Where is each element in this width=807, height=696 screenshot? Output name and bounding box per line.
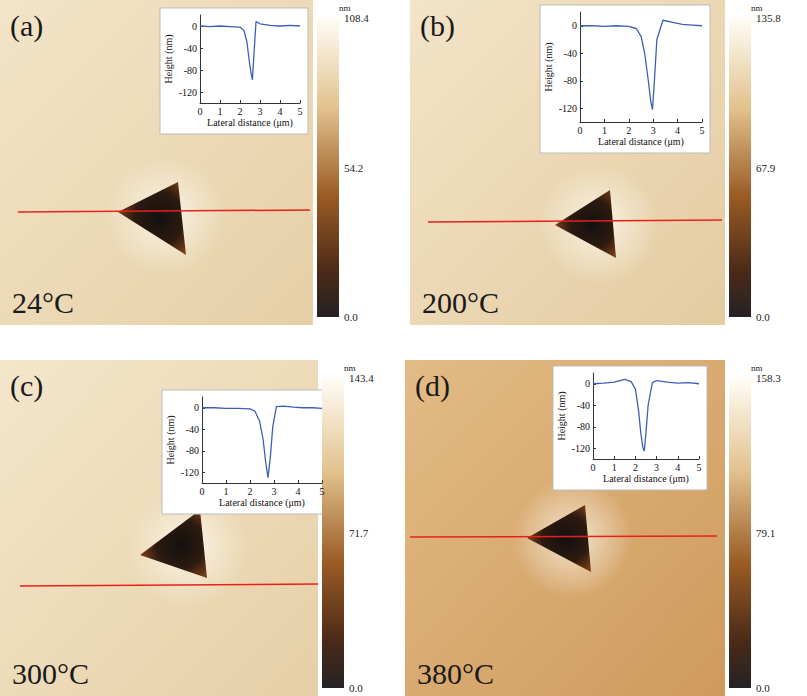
svg-text:4: 4 — [278, 106, 283, 117]
svg-text:(d): (d) — [415, 369, 450, 403]
svg-text:Lateral distance (μm): Lateral distance (μm) — [219, 497, 305, 509]
svg-text:24°C: 24°C — [12, 286, 74, 319]
svg-text:1: 1 — [612, 462, 617, 473]
svg-text:0: 0 — [194, 402, 199, 413]
svg-text:Height (nm): Height (nm) — [543, 42, 555, 91]
svg-text:nm: nm — [751, 363, 763, 374]
svg-text:2: 2 — [238, 106, 243, 117]
svg-text:3: 3 — [258, 106, 263, 117]
svg-text:0: 0 — [198, 106, 203, 117]
svg-text:-80: -80 — [577, 421, 590, 432]
svg-text:4: 4 — [296, 486, 301, 497]
svg-text:67.9: 67.9 — [756, 162, 776, 174]
svg-text:200°C: 200°C — [422, 286, 499, 319]
svg-text:0.0: 0.0 — [344, 311, 358, 323]
svg-text:0: 0 — [572, 20, 577, 31]
svg-text:71.7: 71.7 — [349, 527, 369, 539]
svg-text:0: 0 — [192, 21, 197, 32]
svg-text:0.0: 0.0 — [756, 311, 770, 323]
svg-text:380°C: 380°C — [417, 657, 494, 690]
svg-text:2: 2 — [626, 125, 631, 136]
svg-text:(c): (c) — [10, 369, 43, 403]
svg-text:(a): (a) — [10, 9, 43, 43]
svg-text:nm: nm — [339, 3, 351, 14]
svg-text:-120: -120 — [179, 87, 197, 98]
svg-text:5: 5 — [298, 106, 303, 117]
svg-text:300°C: 300°C — [12, 657, 89, 690]
svg-text:5: 5 — [700, 125, 705, 136]
svg-text:Height (nm): Height (nm) — [165, 415, 177, 464]
svg-text:5: 5 — [320, 486, 325, 497]
svg-text:108.4: 108.4 — [344, 12, 369, 24]
svg-text:-120: -120 — [181, 467, 199, 478]
svg-text:-40: -40 — [564, 48, 577, 59]
svg-text:158.3: 158.3 — [756, 372, 781, 384]
svg-text:-80: -80 — [186, 445, 199, 456]
svg-text:-40: -40 — [184, 43, 197, 54]
svg-text:(b): (b) — [420, 9, 455, 43]
svg-text:3: 3 — [651, 125, 656, 136]
svg-text:-40: -40 — [577, 400, 590, 411]
svg-text:3: 3 — [654, 462, 659, 473]
svg-text:-120: -120 — [559, 103, 577, 114]
svg-text:0: 0 — [585, 378, 590, 389]
svg-text:5: 5 — [697, 462, 702, 473]
svg-text:Lateral distance (μm): Lateral distance (μm) — [207, 117, 293, 129]
svg-text:Height (nm): Height (nm) — [556, 391, 568, 440]
svg-text:nm: nm — [344, 363, 356, 374]
svg-text:143.4: 143.4 — [349, 372, 374, 384]
svg-text:-80: -80 — [184, 65, 197, 76]
svg-text:0: 0 — [200, 486, 205, 497]
svg-text:Lateral distance (μm): Lateral distance (μm) — [603, 473, 689, 485]
svg-text:Lateral distance (μm): Lateral distance (μm) — [598, 136, 684, 148]
svg-text:4: 4 — [675, 462, 680, 473]
svg-text:-120: -120 — [572, 443, 590, 454]
svg-text:0: 0 — [591, 462, 596, 473]
svg-text:0.0: 0.0 — [756, 682, 770, 694]
svg-text:4: 4 — [675, 125, 680, 136]
svg-text:Height (nm): Height (nm) — [163, 34, 175, 83]
svg-text:-40: -40 — [186, 424, 199, 435]
svg-text:1: 1 — [224, 486, 229, 497]
svg-text:54.2: 54.2 — [344, 162, 363, 174]
svg-text:0.0: 0.0 — [349, 682, 363, 694]
svg-text:1: 1 — [602, 125, 607, 136]
svg-text:nm: nm — [751, 3, 763, 14]
svg-text:-80: -80 — [564, 75, 577, 86]
svg-text:135.8: 135.8 — [756, 12, 781, 24]
svg-text:1: 1 — [218, 106, 223, 117]
svg-text:2: 2 — [248, 486, 253, 497]
svg-text:0: 0 — [578, 125, 583, 136]
svg-text:3: 3 — [272, 486, 277, 497]
svg-text:79.1: 79.1 — [756, 527, 775, 539]
svg-text:2: 2 — [633, 462, 638, 473]
